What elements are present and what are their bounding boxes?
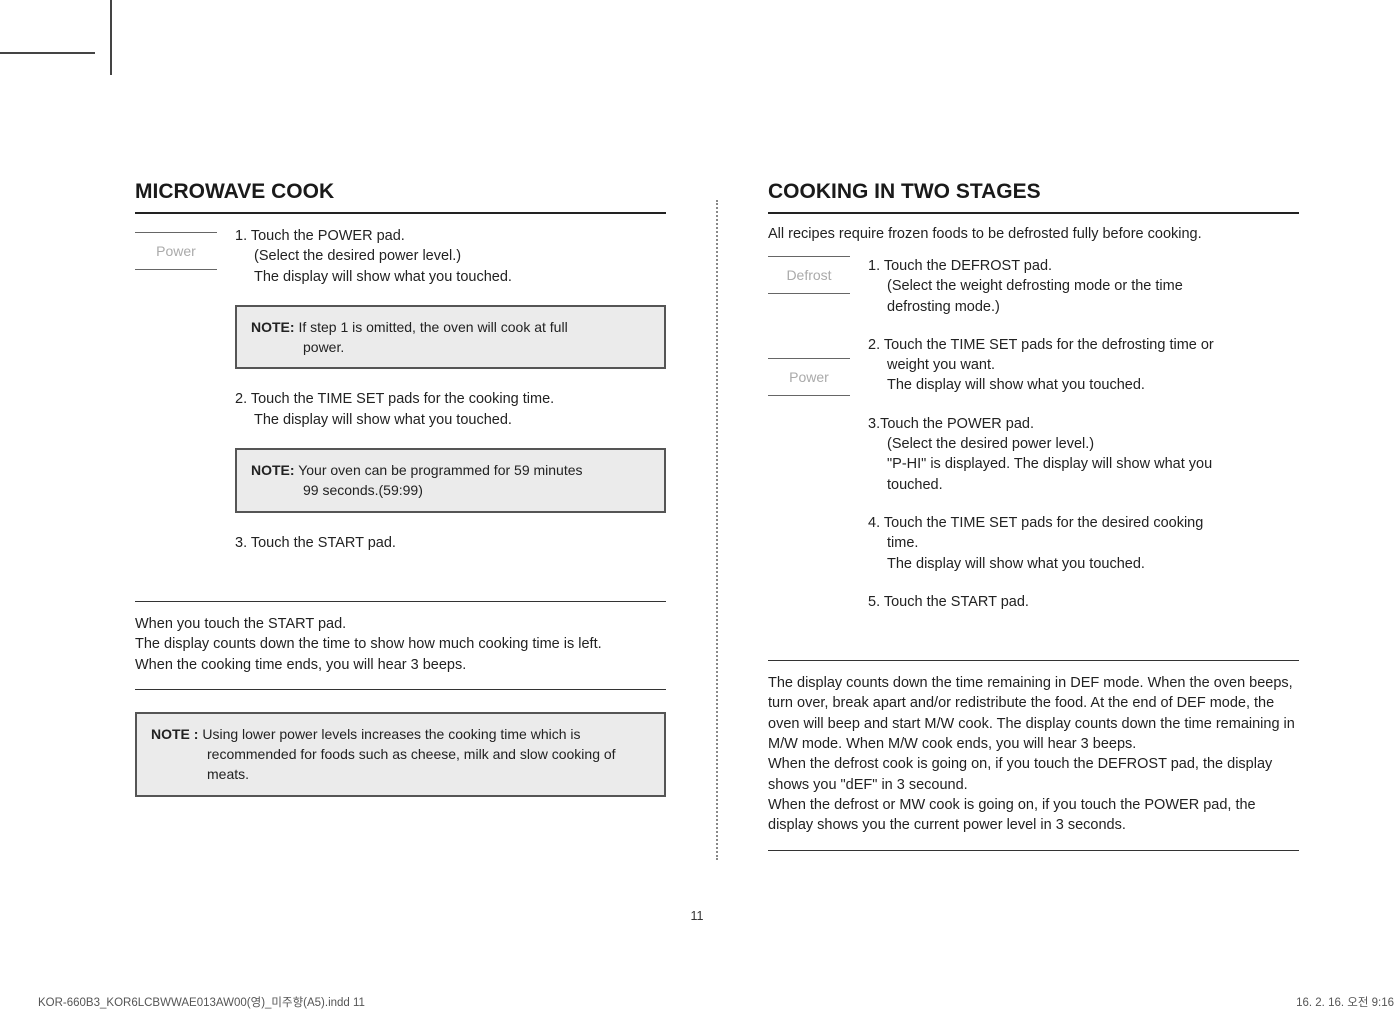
page-container: MICROWAVE COOK Power 1. Touch the POWER … — [0, 0, 1394, 923]
step-text: (Select the desired power level.) — [235, 246, 666, 266]
step-text: (Select the weight defrosting mode or th… — [868, 276, 1299, 296]
instruction-block: Defrost Power 1. Touch the DEFROST pad. … — [768, 256, 1299, 630]
step-5: 5. Touch the START pad. — [868, 592, 1299, 612]
note-line: NOTE : Using lower power levels increase… — [151, 724, 650, 744]
column-divider — [716, 200, 718, 860]
note-box: NOTE: Your oven can be programmed for 59… — [235, 448, 666, 513]
body-paragraph: The display counts down the time remaini… — [768, 673, 1299, 835]
defrost-label: Defrost — [768, 256, 850, 294]
note-line: NOTE: Your oven can be programmed for 59… — [251, 460, 650, 480]
step-text: 3.Touch the POWER pad. — [868, 414, 1299, 434]
step-text: 1. Touch the DEFROST pad. — [868, 256, 1299, 276]
step-text: The display will show what you touched. — [235, 267, 666, 287]
separator-rule — [135, 601, 666, 602]
step-1: 1. Touch the POWER pad. (Select the desi… — [235, 226, 666, 287]
note-text: Using lower power levels increases the c… — [198, 726, 580, 742]
separator-rule — [135, 689, 666, 690]
step-4: 4. Touch the TIME SET pads for the desir… — [868, 513, 1299, 574]
note-text: If step 1 is omitted, the oven will cook… — [295, 319, 568, 335]
footer-filename: KOR-660B3_KOR6LCBWWAE013AW00(영)_미주향(A5).… — [38, 994, 365, 1010]
content-column: 1. Touch the DEFROST pad. (Select the we… — [868, 256, 1299, 630]
note-box: NOTE: If step 1 is omitted, the oven wil… — [235, 305, 666, 370]
body-paragraph: When you touch the START pad. The displa… — [135, 614, 666, 675]
step-2: 2. Touch the TIME SET pads for the defro… — [868, 335, 1299, 396]
heading-cooking-two-stages: COOKING IN TWO STAGES — [768, 180, 1299, 204]
note-box: NOTE : Using lower power levels increase… — [135, 712, 666, 797]
step-text: "P-HI" is displayed. The display will sh… — [868, 454, 1299, 474]
right-column: COOKING IN TWO STAGES All recipes requir… — [768, 180, 1299, 863]
body-line: When the cooking time ends, you will hea… — [135, 655, 666, 675]
body-p2: When the defrost cook is going on, if yo… — [768, 754, 1299, 795]
left-column: MICROWAVE COOK Power 1. Touch the POWER … — [135, 180, 666, 863]
power-label: Power — [768, 358, 850, 396]
step-text: The display will show what you touched. — [868, 554, 1299, 574]
note-label: NOTE : — [151, 726, 198, 742]
note-label: NOTE: — [251, 319, 295, 335]
body-line: When you touch the START pad. — [135, 614, 666, 634]
heading-rule — [135, 212, 666, 214]
page-number: 11 — [691, 909, 704, 923]
note-line: NOTE: If step 1 is omitted, the oven wil… — [251, 317, 650, 337]
power-label: Power — [135, 232, 217, 270]
note-line: recommended for foods such as cheese, mi… — [151, 744, 650, 764]
step-text: 2. Touch the TIME SET pads for the cooki… — [235, 389, 666, 409]
spacer — [768, 294, 850, 352]
step-2: 2. Touch the TIME SET pads for the cooki… — [235, 389, 666, 430]
step-text: time. — [868, 533, 1299, 553]
note-line: meats. — [151, 764, 650, 784]
step-text: 2. Touch the TIME SET pads for the defro… — [868, 335, 1299, 355]
body-p1: The display counts down the time remaini… — [768, 673, 1299, 754]
heading-rule — [768, 212, 1299, 214]
step-text: defrosting mode.) — [868, 297, 1299, 317]
step-text: weight you want. — [868, 355, 1299, 375]
note-line: 99 seconds.(59:99) — [251, 480, 650, 500]
step-3: 3. Touch the START pad. — [235, 533, 666, 553]
separator-rule — [768, 850, 1299, 851]
note-label: NOTE: — [251, 462, 295, 478]
step-text: 1. Touch the POWER pad. — [235, 226, 666, 246]
heading-microwave-cook: MICROWAVE COOK — [135, 180, 666, 204]
note-text: Your oven can be programmed for 59 minut… — [295, 462, 583, 478]
step-text: touched. — [868, 475, 1299, 495]
subtitle: All recipes require frozen foods to be d… — [768, 226, 1299, 242]
separator-rule — [768, 660, 1299, 661]
step-text: (Select the desired power level.) — [868, 434, 1299, 454]
step-3: 3.Touch the POWER pad. (Select the desir… — [868, 414, 1299, 495]
note-line: power. — [251, 337, 650, 357]
footer-timestamp: 16. 2. 16. 오전 9:16 — [1296, 994, 1394, 1010]
step-1: 1. Touch the DEFROST pad. (Select the we… — [868, 256, 1299, 317]
step-text: The display will show what you touched. — [235, 410, 666, 430]
step-text: The display will show what you touched. — [868, 375, 1299, 395]
body-line: The display counts down the time to show… — [135, 634, 666, 654]
instruction-block: Power 1. Touch the POWER pad. (Select th… — [135, 226, 666, 571]
crop-mark-horizontal — [0, 52, 95, 54]
body-p3: When the defrost or MW cook is going on,… — [768, 795, 1299, 836]
label-column: Power — [135, 226, 217, 571]
crop-mark-vertical — [110, 0, 112, 75]
content-column: 1. Touch the POWER pad. (Select the desi… — [235, 226, 666, 571]
step-text: 4. Touch the TIME SET pads for the desir… — [868, 513, 1299, 533]
label-column: Defrost Power — [768, 256, 850, 630]
